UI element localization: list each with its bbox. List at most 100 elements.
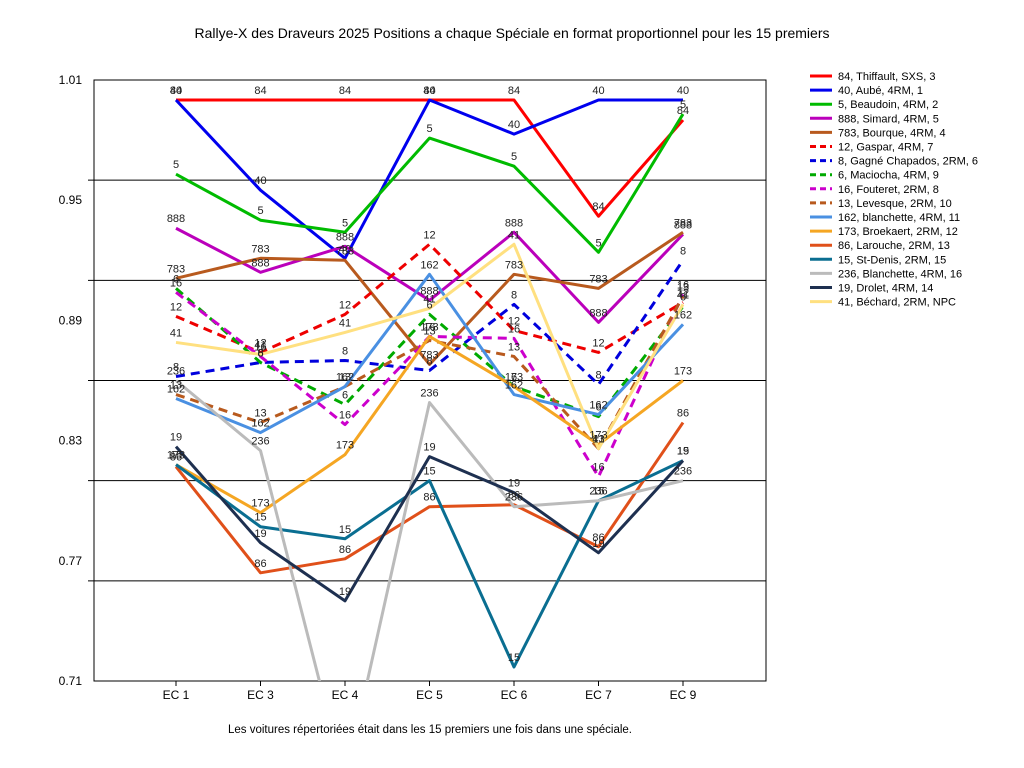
data-label: 19: [592, 538, 604, 550]
data-label: 8: [173, 361, 179, 373]
series-line-12: [175, 242, 684, 354]
data-label: 8: [680, 245, 686, 257]
x-tick-label: EC 7: [585, 688, 612, 702]
y-tick-label: 0.95: [59, 193, 83, 207]
data-label: 16: [339, 410, 351, 422]
legend-entry: 6, Maciocha, 4RM, 9: [838, 170, 939, 182]
data-label: 783: [589, 273, 607, 285]
series-line-19: [174, 445, 685, 603]
y-tick-label: 0.71: [59, 674, 83, 688]
data-label: 41: [508, 229, 520, 241]
data-label: 12: [508, 315, 520, 327]
series-line-5: [175, 113, 685, 254]
data-label: 6: [426, 299, 432, 311]
legend-entry: 19, Drolet, 4RM, 14: [838, 283, 933, 295]
legend-entry: 8, Gagné Chapados, 2RM, 6: [838, 156, 978, 168]
data-label: 41: [254, 339, 266, 351]
data-label: 888: [167, 213, 185, 225]
data-label: 162: [589, 400, 607, 412]
data-label: 15: [592, 486, 604, 498]
series-line-162: [175, 272, 685, 435]
data-label: 173: [589, 430, 607, 442]
legend-entry: 888, Simard, 4RM, 5: [838, 113, 939, 125]
data-label: 40: [677, 85, 689, 97]
data-label: 84: [592, 201, 604, 213]
data-label: 15: [254, 512, 266, 524]
data-label: 15: [423, 466, 435, 478]
series-line-40: [174, 98, 683, 260]
data-label: 173: [251, 498, 269, 510]
data-label: 16: [677, 279, 689, 291]
data-label: 41: [677, 289, 689, 301]
series-line-888: [175, 226, 685, 324]
data-label: 5: [426, 123, 432, 135]
data-label: 86: [508, 490, 520, 502]
data-label: 783: [674, 217, 692, 229]
chart-footnote: Les voitures répertoriées était dans les…: [228, 724, 632, 736]
data-label: 13: [339, 372, 351, 384]
data-label: 236: [420, 388, 438, 400]
data-label: 162: [505, 380, 523, 392]
legend-entry: 40, Aubé, 4RM, 1: [838, 85, 923, 97]
data-label: 6: [511, 372, 517, 384]
data-label: 15: [677, 446, 689, 458]
y-tick-label: 0.83: [59, 434, 83, 448]
data-label: 173: [674, 366, 692, 378]
data-label: 40: [170, 85, 182, 97]
data-label: 12: [254, 337, 266, 349]
data-label: 173: [336, 440, 354, 452]
series-line-86: [174, 421, 685, 575]
series-line-8: [175, 259, 685, 387]
data-label: 86: [592, 532, 604, 544]
x-tick-label: EC 3: [247, 688, 274, 702]
data-label: 162: [251, 418, 269, 430]
series-line-84: [176, 98, 685, 218]
data-label: 84: [423, 85, 435, 97]
data-label: 8: [426, 355, 432, 367]
data-label: 162: [167, 384, 185, 396]
chart-title: Rallye-X des Draveurs 2025 Positions a c…: [194, 25, 829, 41]
data-label: 12: [677, 287, 689, 299]
data-label: 783: [505, 259, 523, 271]
data-label: 40: [423, 85, 435, 97]
legend-entry: 84, Thiffault, SXS, 3: [838, 71, 935, 83]
data-label: 12: [592, 337, 604, 349]
legend-entry: 86, Larouche, 2RM, 13: [838, 240, 950, 252]
data-label: 41: [423, 293, 435, 305]
legend-entry: 41, Béchard, 2RM, NPC: [838, 297, 956, 309]
chart-grid: [88, 79, 767, 682]
data-label: 15: [508, 652, 520, 664]
legend-entry: 5, Beaudoin, 4RM, 2: [838, 99, 938, 111]
data-label: 40: [339, 243, 351, 255]
data-label: 15: [339, 524, 351, 536]
data-label: 40: [508, 119, 520, 131]
data-label: 12: [170, 301, 182, 313]
data-label: 19: [170, 432, 182, 444]
data-label: 19: [508, 478, 520, 490]
legend-entry: 236, Blanchette, 4RM, 16: [838, 268, 962, 280]
data-label: 8: [257, 347, 263, 359]
series-line-783: [175, 231, 684, 366]
data-label: 19: [339, 586, 351, 598]
data-label: 86: [170, 452, 182, 464]
data-label: 16: [592, 462, 604, 474]
data-label: 13: [592, 434, 604, 446]
data-label: 86: [339, 544, 351, 556]
data-label: 41: [170, 327, 182, 339]
series-group: [174, 98, 685, 681]
legend-entry: 15, St-Denis, 2RM, 15: [838, 254, 946, 266]
data-label: 84: [254, 85, 266, 97]
data-label: 13: [254, 408, 266, 420]
data-label: 40: [592, 85, 604, 97]
legend-entry: 173, Broekaert, 2RM, 12: [838, 226, 958, 238]
data-label: 8: [595, 370, 601, 382]
data-label: 6: [257, 347, 263, 359]
series-line-173: [175, 334, 684, 515]
y-tick-label: 0.77: [59, 554, 83, 568]
data-label: 783: [420, 349, 438, 361]
x-tick-label: EC 4: [332, 688, 359, 702]
data-label: 6: [173, 273, 179, 285]
data-label: 84: [339, 85, 351, 97]
data-label: 5: [342, 217, 348, 229]
